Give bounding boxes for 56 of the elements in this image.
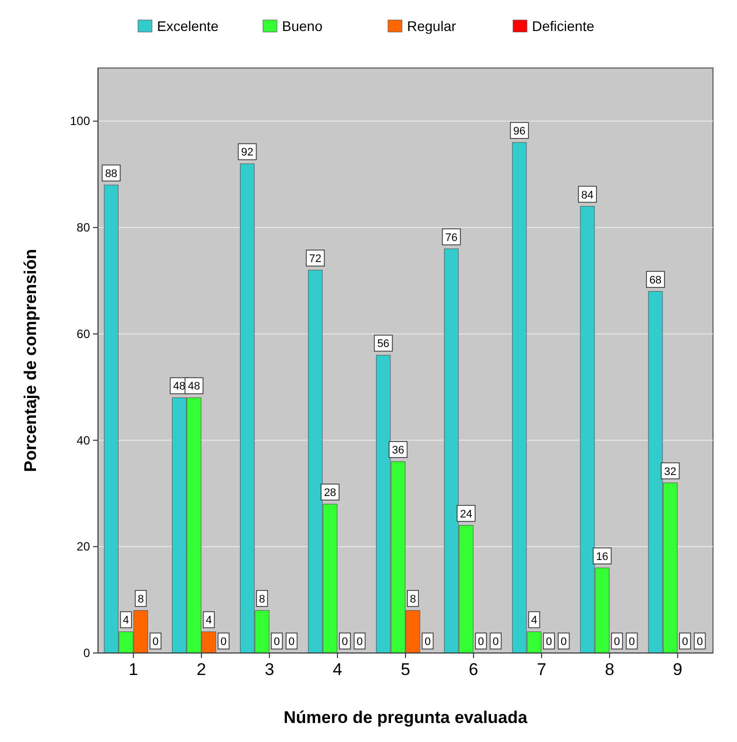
data-label: 4 [122, 614, 130, 627]
y-tick-label: 100 [70, 114, 90, 128]
data-label: 0 [696, 636, 703, 648]
data-label: 0 [274, 636, 280, 648]
data-label: 36 [392, 444, 404, 457]
data-label: 8 [258, 593, 266, 606]
data-label: 16 [596, 550, 608, 563]
data-label: 0 [342, 636, 348, 648]
data-label: 0 [546, 636, 552, 648]
y-tick-label: 20 [76, 540, 90, 554]
data-label: 0 [220, 636, 227, 648]
x-tick-label: 3 [264, 660, 274, 679]
data-label: 0 [614, 636, 620, 648]
data-label: 76 [445, 232, 458, 244]
data-label: 0 [560, 636, 567, 648]
data-label: 0 [682, 636, 688, 648]
data-label: 32 [664, 466, 676, 478]
x-axis-title: Número de pregunta evaluada [284, 708, 528, 727]
y-tick-label: 40 [76, 433, 90, 448]
x-tick-label: 5 [400, 660, 410, 679]
data-label: 0 [288, 636, 295, 648]
data-label: 92 [241, 146, 254, 159]
data-label: 48 [188, 380, 200, 393]
x-tick-label: 4 [332, 660, 342, 679]
x-tick-label: 7 [536, 660, 546, 679]
data-label: 4 [531, 614, 538, 627]
legend-label: Deficiente [532, 18, 594, 34]
y-tick-label: 0 [83, 646, 90, 660]
data-label: 4 [206, 614, 212, 627]
data-label: 8 [138, 593, 144, 606]
data-label: 56 [377, 338, 390, 350]
data-label: 68 [649, 274, 662, 286]
data-label: 72 [309, 253, 322, 266]
y-axis-title: Porcentaje de comprensión [21, 249, 40, 472]
x-tick-label: 2 [196, 660, 206, 679]
data-label: 0 [152, 636, 159, 648]
y-tick-label: 60 [76, 326, 90, 341]
data-label: 24 [460, 508, 472, 520]
data-label: 0 [424, 636, 431, 648]
x-tick-label: 9 [672, 660, 682, 679]
x-tick-label: 8 [604, 660, 614, 679]
data-label: 84 [581, 189, 594, 202]
y-tick-label: 80 [76, 220, 90, 235]
data-label: 0 [492, 636, 499, 648]
data-label: 0 [356, 636, 363, 648]
data-label: 28 [324, 487, 336, 500]
legend-label: Regular [407, 18, 456, 34]
data-label: 8 [410, 593, 416, 606]
data-label: 0 [628, 636, 635, 648]
legend-label: Bueno [282, 18, 323, 34]
data-label: 96 [513, 125, 526, 138]
data-label: 0 [478, 636, 484, 648]
x-tick-label: 1 [128, 660, 138, 679]
data-label: 88 [105, 168, 118, 180]
legend-label: Excelente [157, 18, 219, 34]
x-tick-label: 6 [468, 660, 478, 679]
